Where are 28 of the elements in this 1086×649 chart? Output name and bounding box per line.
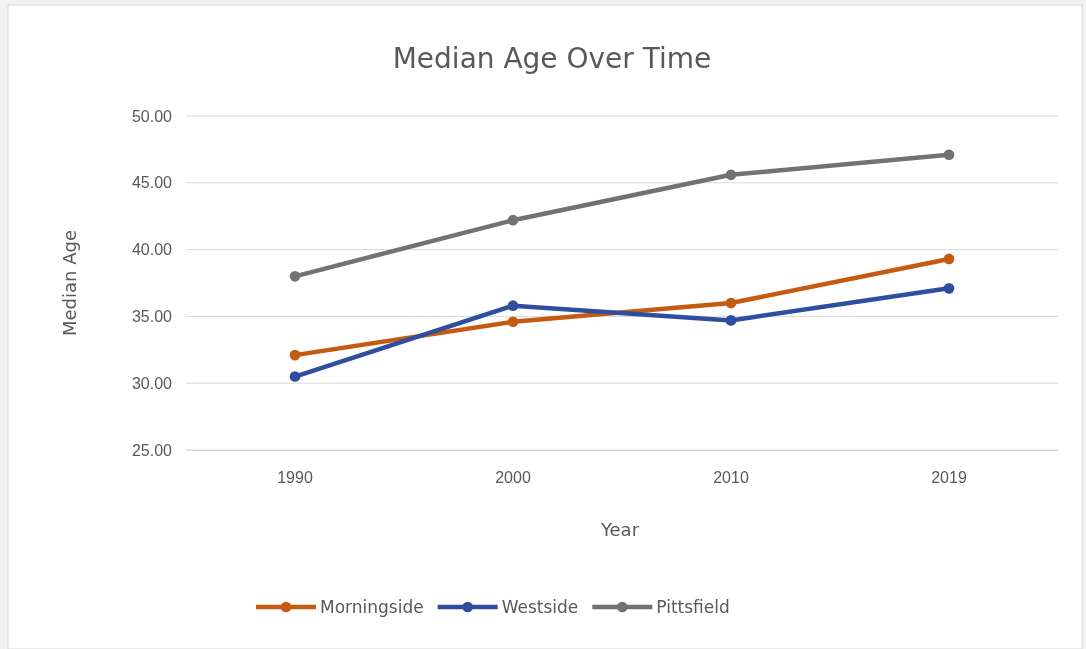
x-axis-title: Year [599,519,640,540]
y-axis-title: Median Age [59,229,80,337]
point [943,283,955,294]
point [725,297,737,309]
point [725,169,737,181]
point [725,315,737,326]
x-tick-label: 2010 [713,469,749,487]
x-tick-label: 1990 [277,469,313,487]
point [943,149,955,161]
legend-label: Westside [501,597,579,617]
point [507,300,519,312]
x-tick-label: 2000 [495,469,531,487]
y-tick-label: 50.00 [131,107,173,125]
y-tick-label: 30.00 [131,374,173,392]
y-tick-label: 40.00 [131,241,173,259]
point [289,371,301,382]
legend-label: Morningside [320,597,424,617]
x-tick-label: 2019 [931,469,967,487]
y-tick-label: 45.00 [131,174,173,192]
point [289,349,301,361]
y-tick-label: 35.00 [131,308,173,326]
chart-title: Median Age Over Time [392,42,712,75]
point [507,214,519,226]
y-tick-label: 25.00 [131,441,173,459]
point [289,270,301,282]
legend-label: Pittsfield [656,597,730,617]
point [943,253,955,265]
point [507,316,519,328]
